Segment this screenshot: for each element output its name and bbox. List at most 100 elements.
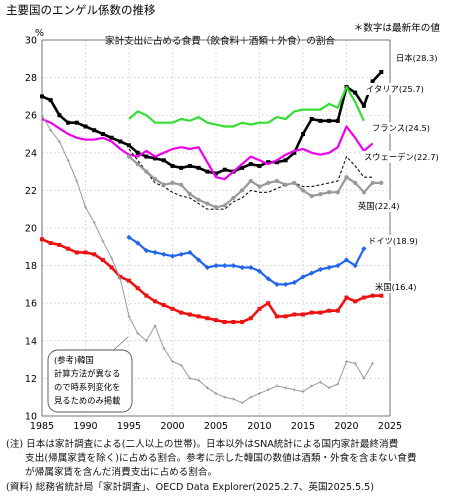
data-point: [335, 263, 341, 269]
x-tick-label: 1985: [30, 421, 54, 432]
data-point: [309, 116, 314, 121]
x-tick-label: 2005: [204, 421, 228, 432]
data-point: [179, 363, 183, 367]
data-point: [283, 281, 289, 287]
data-point: [292, 312, 297, 317]
data-point: [179, 165, 184, 170]
series-2: [41, 117, 374, 181]
data-point: [257, 184, 262, 189]
footnote-2: 支出(帰属家賃を除く)に占める割合。参考に示した韓国の数値は酒類・外食を含まない…: [6, 453, 417, 464]
data-point: [170, 180, 175, 185]
data-point: [213, 263, 219, 269]
data-point: [196, 257, 202, 263]
data-point: [187, 163, 192, 168]
y-tick-label: 18: [25, 261, 37, 272]
series-5: [126, 234, 367, 287]
y-tick-label: 10: [25, 412, 37, 423]
label-bg: [364, 83, 442, 95]
label-bg: [370, 122, 448, 134]
data-point: [214, 392, 218, 395]
x-tick-label: 2010: [247, 421, 271, 432]
data-point: [127, 278, 131, 283]
label-bg: [356, 200, 420, 212]
data-point: [249, 395, 253, 399]
data-point: [353, 90, 358, 95]
series-label-text: ドイツ(18.9): [368, 236, 418, 246]
data-point: [40, 237, 44, 242]
data-point: [214, 318, 218, 323]
chart-title: 主要国のエンゲル係数の推移: [6, 3, 156, 17]
data-point: [284, 386, 287, 390]
data-point: [283, 158, 288, 163]
series-line: [128, 148, 373, 210]
data-point: [361, 295, 366, 300]
data-point: [301, 390, 305, 393]
data-point: [126, 234, 132, 240]
data-point: [153, 156, 158, 161]
data-point: [187, 192, 192, 197]
data-point: [83, 124, 88, 129]
data-point: [84, 205, 87, 209]
data-point: [66, 246, 71, 251]
data-point: [265, 276, 271, 282]
series-label-4: 英国(22.4): [356, 200, 420, 212]
data-point: [187, 312, 192, 317]
x-tick-label: 1995: [117, 421, 141, 432]
data-point: [335, 190, 340, 195]
data-point: [274, 314, 279, 319]
series-line: [41, 238, 382, 324]
data-point: [301, 312, 305, 317]
series-label-6: 米国(16.4): [373, 281, 437, 293]
series-label-5: ドイツ(18.9): [366, 235, 437, 247]
y-tick-label: 24: [25, 148, 37, 159]
series-line: [128, 85, 365, 128]
data-point: [75, 179, 79, 183]
data-point: [257, 306, 262, 311]
korea-note-line: (参考)韓国: [54, 355, 94, 365]
data-point: [222, 167, 227, 172]
data-point: [240, 320, 245, 324]
data-point: [169, 253, 176, 259]
data-point: [187, 249, 193, 256]
data-point: [205, 169, 210, 174]
data-point: [239, 264, 245, 271]
data-point: [179, 182, 184, 187]
data-point: [335, 308, 340, 313]
data-point: [135, 161, 140, 167]
x-tick-label: 2025: [378, 421, 402, 432]
data-point: [178, 251, 184, 257]
data-point: [301, 132, 305, 136]
footnote-3: が帰属家賃を含んだ消費支出に占める割合。: [6, 467, 218, 478]
data-point: [361, 246, 367, 252]
data-point: [327, 118, 332, 123]
data-point: [127, 143, 131, 148]
data-point: [352, 263, 358, 269]
data-point: [118, 139, 123, 144]
data-point: [205, 201, 210, 206]
data-point: [353, 299, 358, 304]
y-tick-label: 20: [25, 224, 37, 235]
series-label-text: スウェーデン(22.7): [364, 152, 439, 162]
data-point: [292, 150, 297, 155]
data-point: [309, 310, 314, 315]
series-0: [40, 69, 384, 176]
label-bg: [373, 281, 437, 293]
data-point: [291, 279, 297, 286]
korea-note-line: 見るためのみ掲載: [54, 396, 120, 406]
data-point: [230, 263, 236, 269]
data-point: [213, 205, 219, 210]
footnote-source: (資料) 総務省統計局「家計調査」、OECD Data Explorer(202…: [6, 482, 375, 493]
data-point: [275, 384, 279, 388]
data-point: [152, 249, 158, 256]
data-point: [248, 316, 253, 321]
data-point: [48, 241, 53, 246]
data-point: [370, 180, 375, 185]
y-tick-label: 22: [25, 186, 37, 197]
series-line: [41, 117, 374, 181]
data-point: [222, 320, 227, 324]
data-point: [171, 360, 174, 363]
data-point: [310, 384, 314, 388]
data-point: [336, 382, 340, 386]
data-point: [222, 263, 228, 269]
